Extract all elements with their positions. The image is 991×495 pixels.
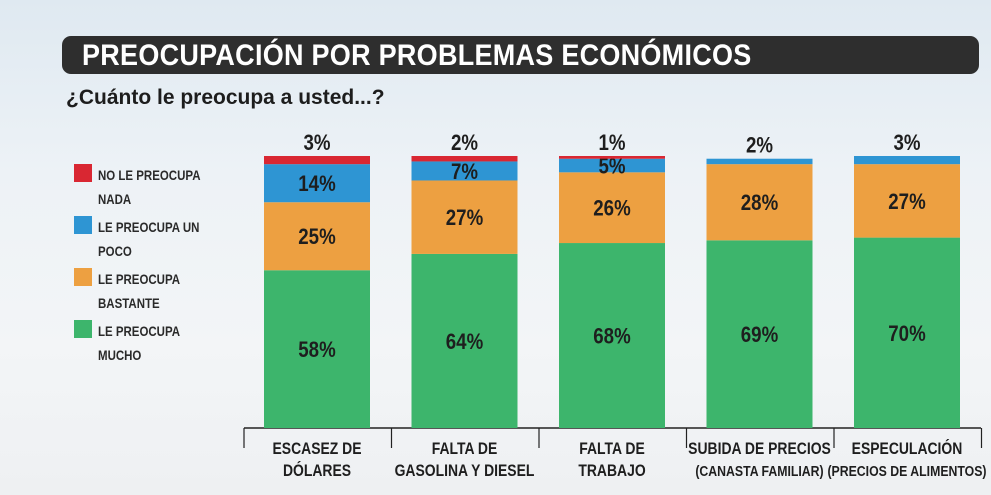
data-label-4-1: 69%: [741, 324, 778, 348]
bar-segment-3-2: [559, 172, 665, 244]
legend-label-poco: LE PREOCUPA UN POCO: [98, 219, 200, 259]
bar-segment-1-3: [264, 164, 370, 203]
bar-segment-2-2: [411, 180, 518, 254]
bar-segment-1-1: [264, 270, 370, 428]
category-label-3: TRABAJO: [578, 462, 645, 481]
legend-item-mucho: LE PREOCUPA MUCHO: [74, 318, 244, 370]
legend-label-mucho: LE PREOCUPA MUCHO: [98, 323, 180, 363]
legend-label-nada: NO LE PREOCUPA NADA: [98, 167, 201, 207]
legend-item-poco: LE PREOCUPA UN POCO: [74, 214, 244, 266]
category-label-4: SUBIDA DE PRECIOS: [688, 440, 831, 459]
bar-segment-1-2: [264, 202, 370, 271]
top-label-2: 2%: [451, 132, 478, 156]
data-label-3-2: 26%: [593, 197, 630, 221]
data-label-1-3: 14%: [298, 173, 335, 197]
data-label-5-1: 70%: [888, 322, 925, 346]
category-label-1: ESCASEZ DE: [273, 440, 362, 459]
data-label-5-2: 27%: [888, 191, 925, 215]
data-label-3-1: 68%: [593, 325, 630, 349]
chart-title: PREOCUPACIÓN POR PROBLEMAS ECONÓMICOS: [82, 39, 752, 72]
top-label-3: 1%: [598, 132, 625, 156]
chart-subtitle: ¿Cuánto le preocupa a usted...?: [66, 86, 385, 109]
bar-segment-3-3: [559, 158, 665, 173]
bar-segment-3-4: [559, 156, 665, 159]
bar-segment-2-1: [411, 253, 518, 428]
bar-segment-5-3: [854, 156, 960, 165]
data-label-2-3: 7%: [451, 161, 478, 185]
bar-segment-2-3: [411, 161, 518, 181]
category-label-5: ESPECULACIÓN: [852, 439, 963, 459]
data-label-2-1: 64%: [446, 331, 483, 355]
bar-segment-1-4: [264, 156, 370, 165]
chart-legend: NO LE PREOCUPA NADA LE PREOCUPA UN POCO …: [74, 162, 244, 370]
category-label-5: (PRECIOS DE ALIMENTOS): [827, 463, 986, 479]
data-label-3-3: 5%: [598, 155, 625, 179]
category-label-2: FALTA DE: [432, 440, 498, 459]
data-label-1-1: 58%: [298, 339, 335, 363]
bar-segment-3-1: [559, 243, 665, 428]
category-label-1: DÓLARES: [283, 461, 351, 481]
bar-segment-4-3: [706, 158, 813, 165]
legend-item-nada: NO LE PREOCUPA NADA: [74, 162, 244, 214]
bar-segment-5-1: [854, 237, 960, 428]
category-label-2: GASOLINA Y DIESEL: [395, 462, 535, 481]
bar-segment-5-2: [854, 164, 960, 238]
legend-label-bastante: LE PREOCUPA BASTANTE: [98, 271, 180, 311]
data-label-4-2: 28%: [741, 192, 778, 216]
legend-swatch-bastante: [74, 268, 92, 286]
bar-segment-4-2: [706, 164, 813, 241]
data-label-2-2: 27%: [446, 207, 483, 231]
top-label-5: 3%: [893, 132, 920, 156]
category-label-3: FALTA DE: [579, 440, 645, 459]
data-label-1-2: 25%: [298, 226, 335, 250]
category-label-4: (CANASTA FAMILIAR): [695, 463, 823, 479]
title-bar: PREOCUPACIÓN POR PROBLEMAS ECONÓMICOS: [62, 36, 979, 74]
legend-swatch-poco: [74, 216, 92, 234]
legend-swatch-nada: [74, 164, 92, 182]
legend-swatch-mucho: [74, 320, 92, 338]
legend-item-bastante: LE PREOCUPA BASTANTE: [74, 266, 244, 318]
bar-segment-4-1: [706, 240, 813, 428]
top-label-1: 3%: [303, 132, 330, 156]
top-label-4: 2%: [746, 134, 773, 158]
bar-segment-2-4: [411, 156, 518, 162]
